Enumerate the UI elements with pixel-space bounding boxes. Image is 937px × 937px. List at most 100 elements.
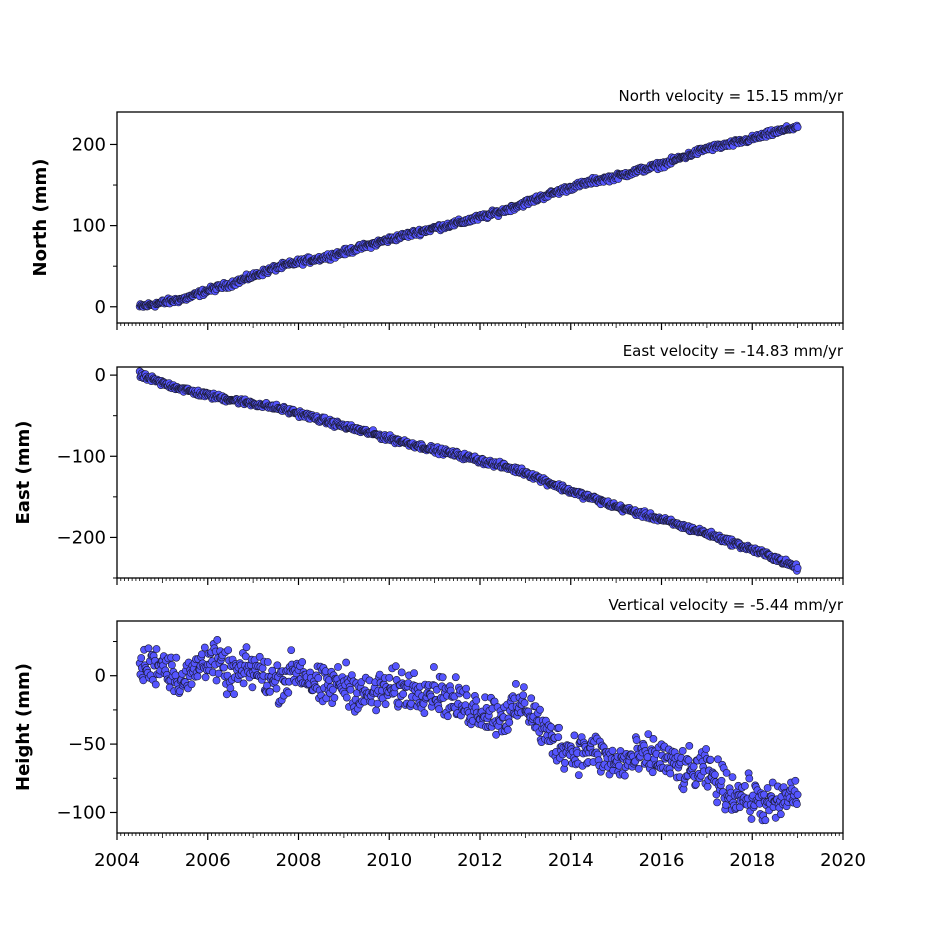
data-point [314,674,323,682]
data-point [793,790,802,799]
data-point [167,661,176,669]
data-point [266,687,274,696]
data-point [621,771,629,780]
data-point [703,782,712,791]
y-tick-label: −100 [57,446,106,467]
data-point [391,662,400,671]
y-tick-label: 0 [95,297,106,318]
x-tick-label: 2008 [276,850,322,871]
data-point [200,643,209,652]
data-point [666,769,675,778]
data-point [420,709,429,717]
data-point [505,718,514,727]
data-point [399,690,408,698]
x-tick-label: 2020 [820,850,866,871]
y-tick-label: −50 [68,734,106,755]
y-tick-label: 200 [72,134,106,155]
y-axis-label: Height (mm) [13,663,34,791]
x-tick-label: 2010 [366,850,412,871]
data-point [462,691,471,700]
data-point [429,663,438,671]
x-tick-label: 2014 [548,850,594,871]
data-point [791,776,800,785]
data-point [763,784,772,792]
data-point [793,564,802,572]
data-point [745,774,754,783]
panel-2: 0 −100 −200 East velocity = -14.83 mm/yr Eas… [13,342,844,585]
data-point [632,736,641,744]
y-tick-label: 0 [95,365,106,386]
x-tick-label: 2006 [185,850,231,871]
data-point [242,643,251,652]
data-point [187,680,196,689]
data-point [520,699,529,707]
data-point [462,684,470,693]
data-point [152,645,161,653]
scatter-points [135,121,802,311]
data-point [643,753,652,762]
x-tick-label: 2016 [639,850,685,871]
y-tick-label: 0 [95,666,106,687]
data-point [263,658,272,666]
data-point [472,696,481,705]
data-point [634,764,643,773]
data-point [394,699,403,708]
data-point [219,663,228,672]
x-tick-label: 2018 [729,850,775,871]
data-point [239,679,248,688]
data-point [171,671,180,680]
data-point [201,673,210,682]
data-point [151,680,160,689]
data-point [330,693,339,702]
panel-1: 0 100 200 North velocity = 15.15 mm/yr North… [30,87,844,330]
data-point [334,663,342,671]
data-point [570,731,579,740]
data-point [776,810,785,819]
data-point [536,705,544,714]
data-point [711,770,719,779]
data-point [761,816,770,825]
data-point [554,733,563,741]
data-point [648,768,657,777]
data-point [372,706,380,715]
data-point [213,636,222,644]
data-point [342,658,350,667]
panel-3: 0 −50 −100 2004 2006 2008 2010 2012 2014 2016 2018… [13,596,866,871]
data-point [451,673,460,682]
velocity-label: North velocity = 15.15 mm/yr [619,87,844,105]
data-point [347,671,356,679]
data-point [717,776,726,785]
data-point [197,650,206,659]
data-point [193,672,202,681]
data-point [438,673,447,682]
data-point [741,782,749,790]
y-axis-label: East (mm) [13,421,34,525]
y-tick-label: 100 [72,216,106,237]
data-point [443,712,452,721]
data-point [561,758,569,767]
scatter-points [135,636,802,825]
data-point [519,691,528,700]
y-axis-label: North (mm) [30,159,51,277]
data-point [385,673,394,682]
velocity-label: East velocity = -14.83 mm/yr [623,342,844,360]
data-point [397,668,406,677]
data-point [678,747,687,755]
data-point [224,646,233,654]
data-point [273,661,282,670]
data-point [728,773,737,781]
data-point [615,761,623,770]
data-point [381,700,390,709]
velocity-label: Vertical velocity = -5.44 mm/yr [608,596,843,614]
data-point [793,123,802,132]
x-tick-label: 2004 [94,850,140,871]
y-tick-label: −100 [57,802,106,823]
x-tick-label: 2012 [457,850,503,871]
data-point [649,735,658,743]
data-point [342,693,351,702]
data-point [574,771,583,779]
data-point [287,646,296,654]
data-point [512,680,520,688]
data-point [172,653,181,662]
